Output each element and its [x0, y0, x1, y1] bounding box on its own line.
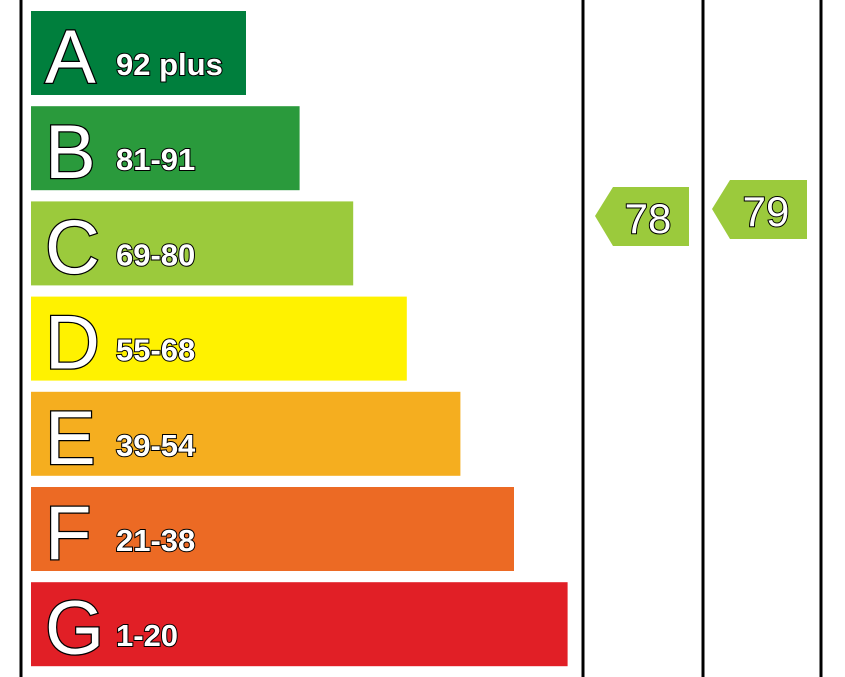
band-bar: [31, 487, 514, 571]
frame: [19, 0, 823, 677]
arrow-shape: [712, 180, 807, 239]
current-arrow: 78: [595, 187, 689, 246]
band-bar: [31, 296, 407, 381]
band-letter: E: [45, 396, 96, 481]
band-letter: F: [45, 491, 91, 576]
band-bar: [31, 391, 461, 476]
band-bar: [31, 106, 300, 191]
band-letter: G: [45, 586, 104, 671]
band-letter: A: [45, 15, 96, 100]
current-rating: 78: [625, 195, 672, 242]
band-letter: D: [45, 301, 100, 386]
band-bar: [31, 582, 568, 667]
arrow-shape: [595, 187, 689, 246]
band-letter: B: [45, 110, 96, 195]
band-range: 81-91: [116, 142, 195, 177]
band-letter: C: [45, 205, 100, 290]
band-range: 1-20: [116, 618, 178, 653]
band-bar: [31, 11, 246, 95]
band-range: 69-80: [116, 237, 195, 272]
band-bar: [31, 201, 354, 286]
band-range: 92 plus: [116, 47, 223, 82]
band-range: 21-38: [116, 523, 195, 558]
potential-rating: 79: [743, 188, 790, 235]
band-range: 55-68: [116, 333, 195, 368]
band-range: 39-54: [116, 428, 196, 463]
potential-arrow: 79: [712, 180, 807, 239]
bands: A 92 plus B 81-91 C 69-80 D 55-68 E 39-54 F 21-38 G 1…: [31, 11, 568, 672]
